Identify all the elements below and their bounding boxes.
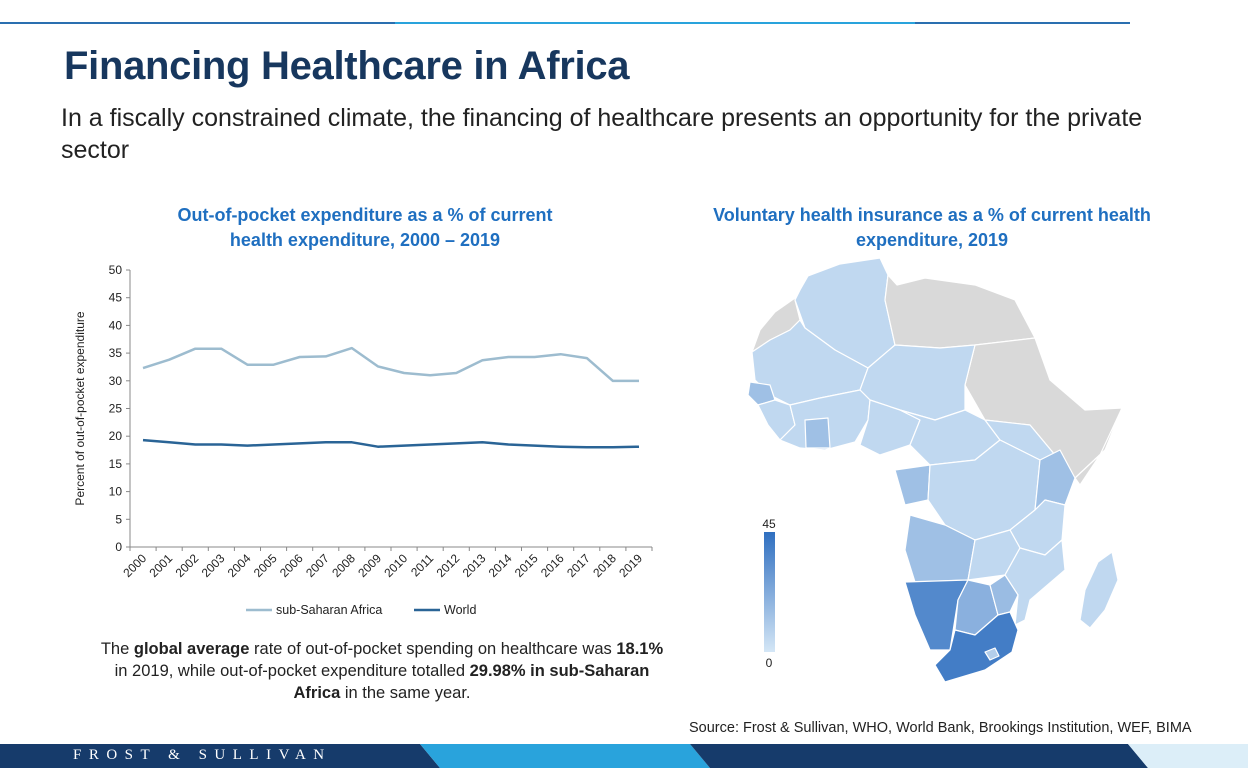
top-rule-mid — [395, 22, 915, 24]
summary-text-2: rate of out-of-pocket spending on health… — [249, 640, 617, 658]
legend-label: sub-Saharan Africa — [276, 603, 382, 617]
summary-bold-2: 18.1% — [616, 640, 664, 658]
top-rule-left — [0, 22, 395, 24]
x-tick-label: 2003 — [199, 551, 228, 580]
x-tick-label: 2001 — [146, 551, 175, 580]
region-zimbabwe — [989, 574, 1019, 616]
line-chart-title-line-2: health expenditure, 2000 – 2019 — [229, 230, 501, 250]
y-tick-label: 15 — [109, 457, 123, 471]
x-tick-label: 2005 — [251, 551, 280, 580]
x-tick-label: 2006 — [277, 551, 306, 580]
y-tick-label: 50 — [109, 263, 123, 277]
colorbar-max-label: 45 — [762, 517, 776, 531]
footer-light-band — [420, 744, 710, 768]
x-tick-label: 2011 — [408, 551, 436, 579]
country-shapes — [747, 257, 1123, 683]
colorbar: 45 0 — [762, 517, 776, 670]
line-chart-title-line-1: Out-of-pocket expenditure as a % of curr… — [177, 205, 553, 225]
x-tick-label: 2009 — [355, 551, 384, 580]
footer-dark-band-right — [690, 744, 1148, 768]
brand-wordmark: FROST & SULLIVAN — [73, 747, 332, 763]
colorbar-min-label: 0 — [766, 656, 773, 670]
line-chart: 0 5 10 15 20 25 30 35 40 45 50 20002001200220032004… — [73, 263, 653, 617]
x-tick-label: 2008 — [329, 551, 358, 580]
y-tick-label: 10 — [109, 485, 123, 499]
footer-dark-band-left — [0, 744, 440, 768]
y-tick-label: 45 — [109, 291, 123, 305]
africa-choropleth-map: 45 0 — [747, 257, 1123, 683]
x-tick-label: 2007 — [303, 551, 332, 580]
x-tick-label: 2000 — [120, 551, 149, 580]
x-tick-label: 2019 — [616, 551, 645, 580]
map-title: Voluntary health insurance as a % of cur… — [662, 203, 1202, 253]
y-tick-label: 0 — [115, 540, 122, 554]
region-no-data-libya-egypt — [884, 274, 1036, 349]
x-tick-label: 2016 — [538, 551, 567, 580]
region-south-africa — [934, 611, 1019, 683]
source-note: Source: Frost & Sullivan, WHO, World Ban… — [689, 720, 1192, 736]
region-somalia — [1074, 407, 1123, 486]
x-tick-label: 2014 — [486, 551, 515, 580]
region-lesotho — [984, 647, 1000, 661]
x-tick-label: 2012 — [434, 551, 463, 580]
y-tick-label: 20 — [109, 429, 123, 443]
x-tick-label: 2002 — [173, 551, 202, 580]
x-tick-label: 2004 — [225, 551, 254, 580]
legend-label: World — [444, 603, 476, 617]
x-tick-label: 2010 — [381, 551, 410, 580]
y-axis-label: Percent of out-of-pocket expenditure — [73, 311, 87, 505]
x-tick-label: 2017 — [564, 551, 593, 580]
summary-text-1: The — [100, 640, 134, 658]
top-rule-right — [915, 22, 1130, 24]
map-title-line-1: Voluntary health insurance as a % of cur… — [713, 205, 1151, 225]
y-tick-label: 40 — [109, 318, 123, 332]
map-title-line-2: expenditure, 2019 — [855, 230, 1009, 250]
summary-text: The global average rate of out-of-pocket… — [100, 638, 664, 704]
series-line-world — [142, 438, 640, 449]
x-tick-label: 2013 — [460, 551, 489, 580]
y-tick-label: 5 — [115, 512, 122, 526]
series-line-sub-saharan-africa — [142, 346, 639, 383]
summary-text-4: in the same year. — [340, 684, 471, 702]
colorbar-gradient — [764, 532, 775, 652]
y-tick-label: 30 — [109, 374, 123, 388]
line-chart-title: Out-of-pocket expenditure as a % of curr… — [120, 203, 610, 253]
page-title: Financing Healthcare in Africa — [64, 44, 630, 88]
y-tick-label: 35 — [109, 346, 123, 360]
summary-text-3: in 2019, while out-of-pocket expenditure… — [114, 662, 470, 680]
footer-bar — [0, 744, 1248, 768]
summary-bold-1: global average — [133, 640, 250, 658]
x-tick-label: 2018 — [590, 551, 619, 580]
y-tick-label: 25 — [109, 402, 123, 416]
x-tick-label: 2015 — [512, 551, 541, 580]
region-madagascar — [1079, 551, 1119, 629]
summary-bold-3: 29.98% in sub-Saharan Africa — [293, 662, 650, 702]
region-cote-divoire — [804, 417, 831, 449]
page-subtitle: In a fiscally constrained climate, the f… — [61, 104, 1143, 164]
footer-pale-band — [1128, 744, 1248, 768]
footer-graphic — [0, 744, 1248, 768]
region-gabon — [894, 464, 931, 506]
